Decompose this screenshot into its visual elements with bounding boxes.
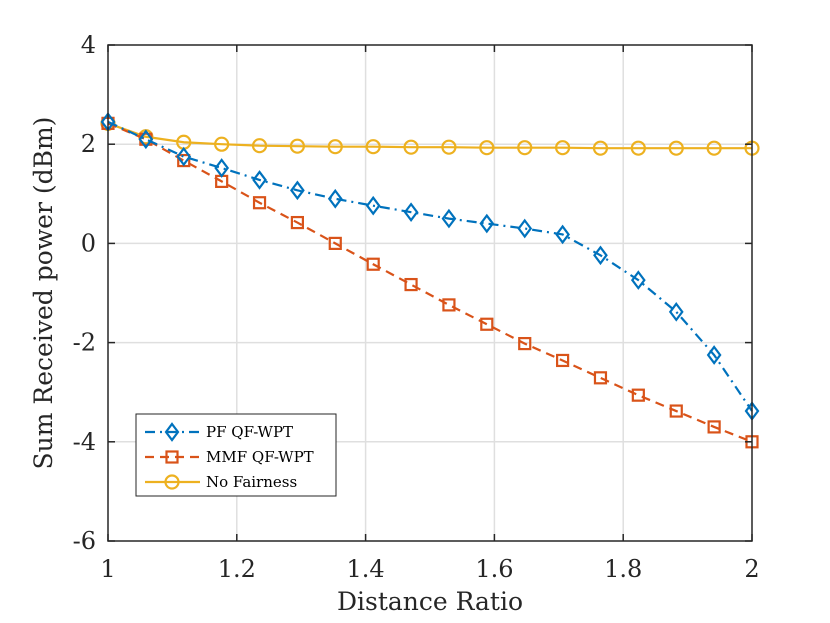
data-point: [630, 140, 646, 156]
data-point: [517, 140, 533, 156]
x-tick-label: 1.8: [604, 555, 642, 583]
y-tick-label: -4: [73, 428, 96, 456]
x-tick-label: 1.4: [347, 555, 385, 583]
data-point: [441, 208, 457, 229]
data-point: [365, 139, 381, 155]
data-point: [214, 136, 230, 152]
data-point: [517, 218, 533, 239]
series-line: [107, 120, 753, 412]
data-point: [327, 139, 343, 155]
data-point: [593, 371, 608, 385]
data-point: [176, 146, 192, 167]
data-point: [592, 140, 609, 156]
y-tick-label: 0: [81, 229, 96, 257]
data-point: [630, 270, 646, 290]
data-point: [668, 140, 684, 156]
data-point: [441, 139, 457, 155]
series-pf-qf-wpt: [100, 112, 760, 421]
y-tick-label: 2: [81, 130, 96, 158]
data-point: [593, 245, 608, 266]
data-point: [290, 215, 305, 230]
series-layer: [100, 112, 760, 449]
x-tick-label: 1.2: [218, 555, 256, 583]
data-point: [669, 404, 683, 418]
x-tick-label: 1: [100, 555, 115, 583]
data-point: [555, 353, 570, 368]
data-point: [252, 170, 267, 190]
y-tick-label: 4: [81, 31, 96, 59]
data-point: [707, 420, 721, 434]
y-axis-label: Sum Received power (dBm): [29, 117, 58, 470]
data-point: [442, 298, 456, 312]
data-point: [403, 202, 419, 222]
plot-frame: [107, 44, 753, 542]
data-point: [480, 317, 494, 331]
legend-entry: PF QF-WPT: [145, 422, 293, 442]
data-point: [479, 140, 495, 156]
legend-marker: [164, 474, 180, 490]
legend-marker: [165, 450, 179, 464]
data-point: [328, 236, 342, 250]
data-point: [518, 336, 532, 351]
data-point: [290, 180, 305, 201]
data-point: [668, 302, 684, 322]
legend-label: MMF QF-WPT: [206, 448, 314, 466]
data-point: [252, 196, 267, 210]
legend-label: No Fairness: [206, 473, 297, 491]
data-point: [251, 138, 268, 154]
y-tick-label: -2: [73, 329, 96, 357]
data-point: [404, 277, 418, 292]
x-tick-label: 2: [744, 555, 759, 583]
data-point: [554, 140, 571, 156]
data-point: [706, 140, 722, 156]
data-point: [365, 195, 381, 216]
data-point: [631, 388, 645, 402]
data-point: [214, 158, 230, 178]
data-point: [706, 345, 722, 365]
data-point: [479, 213, 495, 234]
legend-entry: MMF QF-WPT: [145, 448, 314, 466]
data-point: [403, 139, 419, 155]
axis-ticks: 1 1.2 1.4 1.6 1.8 2 -6 -4 -2 0 2 4: [73, 31, 760, 583]
legend-marker: [164, 422, 180, 442]
data-point: [138, 129, 154, 150]
x-axis-label: Distance Ratio: [337, 587, 523, 616]
data-point: [289, 138, 306, 154]
legend-label: PF QF-WPT: [206, 423, 293, 441]
x-tick-label: 1.6: [475, 555, 513, 583]
data-point: [327, 188, 343, 209]
y-tick-label: -6: [73, 527, 96, 555]
data-point: [555, 224, 570, 245]
data-point: [366, 257, 380, 271]
legend-entry: No Fairness: [145, 473, 297, 491]
legend: PF QF-WPT MMF QF-WPT No Fairness: [135, 413, 337, 497]
